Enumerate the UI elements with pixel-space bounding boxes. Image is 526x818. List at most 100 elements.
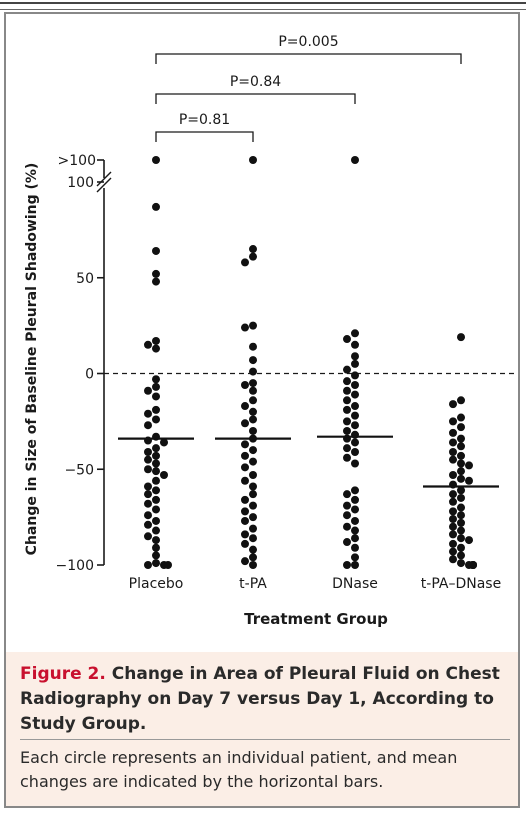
- data-point: [449, 438, 457, 447]
- axis-break-mark: [96, 171, 112, 187]
- data-point: [343, 417, 351, 426]
- data-point: [144, 421, 152, 430]
- data-point: [241, 323, 249, 332]
- data-point: [343, 365, 351, 374]
- data-point: [343, 396, 351, 405]
- data-point: [241, 557, 249, 566]
- data-point: [152, 495, 160, 504]
- data-point: [449, 547, 457, 556]
- data-point: [241, 539, 249, 548]
- figure-caption: Figure 2. Change in Area of Pleural Flui…: [6, 652, 518, 806]
- data-point: [152, 459, 160, 468]
- data-point: [249, 356, 257, 365]
- data-point: [351, 371, 359, 380]
- data-point: [249, 482, 257, 491]
- data-point: [249, 407, 257, 416]
- caption-label: Figure 2.: [20, 664, 106, 684]
- data-point: [457, 467, 465, 476]
- data-point: [343, 561, 351, 569]
- data-point: [249, 490, 257, 499]
- y-tick-label: 0: [85, 367, 94, 383]
- x-tick-label: t-PA–DNase: [421, 576, 501, 592]
- data-point: [457, 534, 465, 543]
- axis-break-mark: [96, 177, 112, 193]
- data-point: [457, 518, 465, 527]
- x-axis-label: Treatment Group: [244, 610, 388, 628]
- data-point: [351, 561, 359, 569]
- data-point: [152, 451, 160, 460]
- data-point: [449, 515, 457, 524]
- data-point: [457, 486, 465, 495]
- data-point: [152, 405, 160, 414]
- data-point: [449, 490, 457, 499]
- data-point: [351, 505, 359, 514]
- data-point: [351, 359, 359, 368]
- data-point: [249, 367, 257, 376]
- top-rule-thin: [0, 9, 526, 10]
- data-point: [457, 526, 465, 535]
- data-point: [249, 561, 257, 569]
- data-point: [144, 511, 152, 520]
- data-point: [152, 526, 160, 535]
- data-point: [241, 258, 249, 267]
- data-point: [351, 340, 359, 349]
- data-point: [144, 561, 152, 569]
- data-point: [351, 352, 359, 361]
- data-point: [152, 156, 160, 164]
- data-point: [144, 448, 152, 457]
- data-point: [152, 486, 160, 495]
- data-point: [351, 438, 359, 447]
- data-point: [343, 444, 351, 453]
- data-point: [343, 335, 351, 344]
- data-point: [351, 534, 359, 543]
- data-point: [249, 513, 257, 522]
- caption-body: Each circle represents an individual pat…: [20, 748, 458, 791]
- y-axis: −100 −50 0 50 100 >100: [56, 153, 112, 574]
- data-point: [343, 377, 351, 386]
- significance-brackets: P=0.81 P=0.84 P=0.005: [155, 34, 462, 142]
- p-value-label: P=0.81: [179, 112, 230, 128]
- data-point: [152, 467, 160, 476]
- data-point: [249, 252, 257, 261]
- significance-bracket: [155, 131, 254, 142]
- data-point: [449, 530, 457, 539]
- data-point: [160, 470, 168, 479]
- data-point: [457, 459, 465, 468]
- data-point: [457, 543, 465, 552]
- data-point: [351, 329, 359, 338]
- data-point: [457, 434, 465, 443]
- data-point: [144, 482, 152, 491]
- data-point: [152, 444, 160, 453]
- data-points: [144, 156, 477, 569]
- data-point: [249, 156, 257, 164]
- data-point: [457, 511, 465, 520]
- data-point: [351, 495, 359, 504]
- data-point: [449, 455, 457, 464]
- data-point: [160, 438, 168, 447]
- data-point: [457, 413, 465, 422]
- data-point: [343, 522, 351, 531]
- data-point: [152, 505, 160, 514]
- data-point: [343, 511, 351, 520]
- data-point: [249, 321, 257, 330]
- data-point: [457, 493, 465, 502]
- data-point: [249, 524, 257, 533]
- data-point: [241, 451, 249, 460]
- data-point: [152, 277, 160, 286]
- data-point: [152, 269, 160, 278]
- data-point: [343, 386, 351, 395]
- data-point: [152, 392, 160, 401]
- data-point: [449, 417, 457, 426]
- data-point: [249, 379, 257, 388]
- data-point: [152, 382, 160, 391]
- significance-bracket: [155, 93, 356, 104]
- data-point: [449, 507, 457, 516]
- data-point: [351, 390, 359, 399]
- data-point: [144, 409, 152, 418]
- data-point: [144, 465, 152, 474]
- y-tick-label: 50: [76, 271, 94, 287]
- data-point: [249, 245, 257, 254]
- data-point: [241, 507, 249, 516]
- data-point: [249, 396, 257, 405]
- data-point: [241, 380, 249, 389]
